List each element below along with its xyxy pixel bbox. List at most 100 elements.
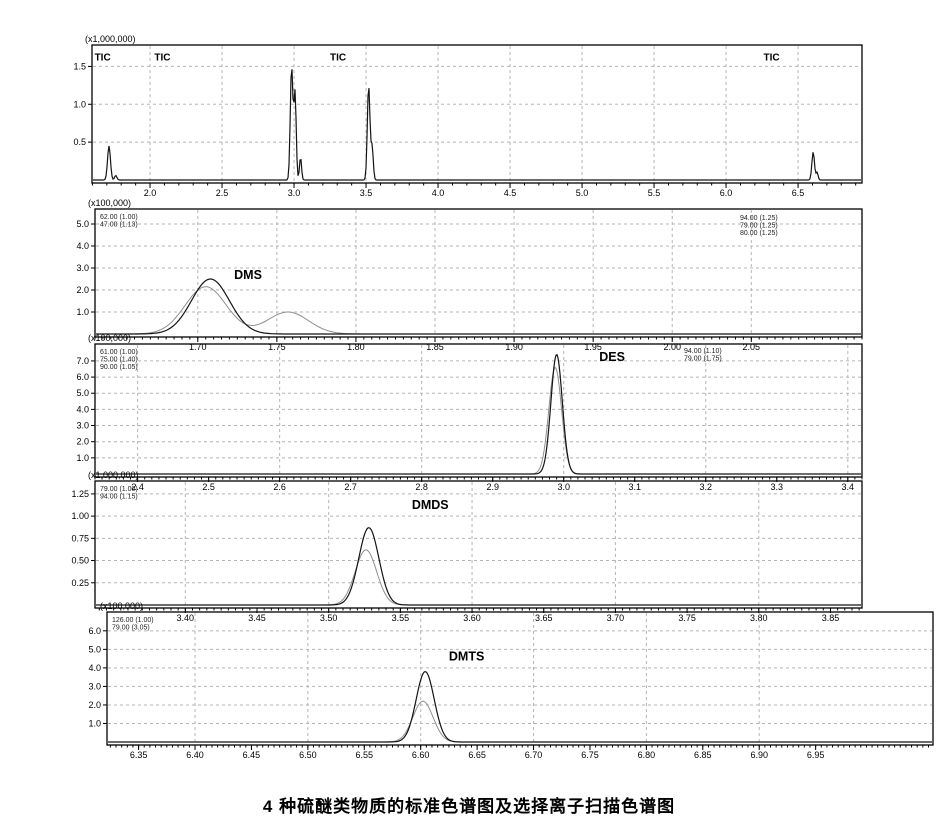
- x-tick-label: 3.45: [248, 613, 266, 623]
- legend-line: 90.00 (1.05): [100, 364, 138, 371]
- x-tick-label: 2.7: [344, 482, 357, 492]
- y-tick-label: 1.0: [76, 307, 89, 317]
- legend-line: 79.00 (3.05): [112, 625, 150, 632]
- legend-line: 62.00 (1.00): [100, 214, 138, 221]
- x-tick-label: 1.80: [347, 342, 365, 352]
- y-scale-label: (x100,000): [88, 333, 131, 343]
- x-tick-label: 3.50: [320, 613, 338, 623]
- legend-line: 126.00 (1.00): [112, 617, 154, 624]
- plot-frame: [94, 480, 863, 609]
- x-tick-label: 4.0: [432, 188, 445, 198]
- tic-label: TIC: [763, 52, 779, 63]
- x-tick-label: 6.85: [694, 750, 712, 760]
- trace-gray: [96, 286, 861, 335]
- y-tick-label: 1.0: [88, 718, 101, 728]
- x-tick-label: 3.5: [360, 188, 373, 198]
- x-tick-label: 3.65: [535, 613, 553, 623]
- y-tick-label: 1.5: [73, 61, 86, 71]
- x-tick-label: 2.6: [273, 482, 286, 492]
- x-tick-label: 3.85: [822, 613, 840, 623]
- y-tick-label: 0.50: [71, 556, 89, 566]
- panel-dmds: 1.25 1.00 0.75 0.50 0.25 3.40 3.45 3.50 3.55 3.60…: [71, 470, 863, 623]
- y-tick-label: 4.0: [88, 663, 101, 673]
- x-tick-label: 6.65: [468, 750, 486, 760]
- x-tick-label: 3.75: [678, 613, 696, 623]
- legend-line: 94.00 (1.25): [740, 215, 778, 222]
- x-tick-label: 6.80: [638, 750, 656, 760]
- x-tick-label: 6.95: [807, 750, 825, 760]
- y-tick-label: 3.0: [76, 263, 89, 273]
- plot-frame: [91, 44, 863, 184]
- trace-dark: [108, 670, 932, 743]
- x-tick-label: 2.9: [486, 482, 499, 492]
- legend-line: 94.00 (1.15): [100, 494, 138, 501]
- y-tick-label: 2.0: [76, 285, 89, 295]
- y-tick-label: 1.0: [76, 453, 89, 463]
- y-scale-label: (x100,000): [100, 601, 143, 611]
- x-tick-label: 5.5: [648, 188, 661, 198]
- legend-line: 79.00 (1.00): [100, 486, 138, 493]
- plot-frame: [94, 208, 863, 338]
- tic-label: TIC: [95, 52, 111, 63]
- y-tick-label: 5.0: [76, 219, 89, 229]
- x-tick-label: 1.70: [189, 342, 207, 352]
- x-tick-label: 2.4: [131, 482, 144, 492]
- x-tick-label: 3.40: [177, 613, 195, 623]
- trace-gray: [96, 549, 861, 606]
- x-tick-label: 2.5: [202, 482, 215, 492]
- x-tick-label: 1.95: [584, 342, 602, 352]
- x-tick-label: 3.80: [750, 613, 768, 623]
- panel-tic: 1.5 1.0 0.5 2.0 2.5 3.0 3.5 4.0 4.5 5.0 5.5 6.0 6.5 T…: [73, 34, 863, 198]
- panel-dmts: 6.0 5.0 4.0 3.0 2.0 1.0 6.35 6.40 6.45 6.50 6.55 6.…: [88, 601, 934, 760]
- y-tick-label: 3.0: [76, 421, 89, 431]
- x-tick-label: 6.45: [243, 750, 261, 760]
- compound-label: DMS: [234, 268, 262, 282]
- x-tick-label: 2.00: [663, 342, 681, 352]
- tic-label: TIC: [330, 52, 346, 63]
- compound-label: DMTS: [449, 649, 484, 663]
- figure-caption: 4 种硫醚类物质的标准色谱图及选择离子扫描色谱图: [262, 797, 676, 816]
- y-tick-label: 5.0: [88, 644, 101, 654]
- panel-dms: 5.0 4.0 3.0 2.0 1.0 1.70 1.75 1.80 1.85 1.90 1.95 2…: [76, 198, 863, 352]
- x-tick-label: 5.0: [576, 188, 589, 198]
- x-tick-label: 6.90: [750, 750, 768, 760]
- x-tick-label: 3.4: [842, 482, 855, 492]
- legend-line: 79.00 (1.25): [740, 223, 778, 230]
- x-tick-label: 3.0: [288, 188, 301, 198]
- x-tick-label: 6.40: [186, 750, 204, 760]
- compound-label: DES: [599, 350, 625, 364]
- x-tick-label: 6.0: [720, 188, 733, 198]
- x-tick-label: 4.5: [504, 188, 517, 198]
- legend-line: 80.00 (1.25): [740, 230, 778, 237]
- legend-line: 79.00 (1.75): [684, 356, 722, 363]
- x-tick-label: 6.70: [525, 750, 543, 760]
- x-tick-label: 2.8: [415, 482, 428, 492]
- x-tick-label: 6.35: [130, 750, 148, 760]
- x-tick-label: 6.50: [299, 750, 317, 760]
- legend-line: 47.00 (1.13): [100, 222, 138, 229]
- y-scale-label: (x100,000): [88, 198, 131, 208]
- y-tick-label: 1.00: [71, 511, 89, 521]
- trace-dark: [93, 69, 861, 181]
- x-tick-label: 6.55: [356, 750, 374, 760]
- legend-line: 75.00 (1.40): [100, 357, 138, 364]
- x-tick-label: 1.90: [505, 342, 523, 352]
- x-tick-label: 2.05: [743, 342, 761, 352]
- compound-label: DMDS: [412, 498, 449, 512]
- x-tick-label: 3.3: [771, 482, 784, 492]
- trace-dark: [96, 527, 861, 606]
- y-tick-label: 0.25: [71, 578, 89, 588]
- trace-dark: [96, 278, 861, 335]
- y-tick-label: 3.0: [88, 681, 101, 691]
- y-scale-label: (x1,000,000): [88, 470, 139, 480]
- x-tick-label: 1.75: [268, 342, 286, 352]
- x-tick-label: 3.60: [463, 613, 481, 623]
- x-tick-label: 2.5: [216, 188, 229, 198]
- chromatogram-canvas: 1.5 1.0 0.5 2.0 2.5 3.0 3.5 4.0 4.5 5.0 5.5 6.0 6.5 T…: [71, 34, 934, 760]
- trace-dark: [96, 353, 861, 475]
- tic-label: TIC: [154, 52, 170, 63]
- y-scale-label: (x1,000,000): [85, 34, 136, 44]
- y-tick-label: 0.5: [73, 137, 86, 147]
- x-tick-label: 1.85: [426, 342, 444, 352]
